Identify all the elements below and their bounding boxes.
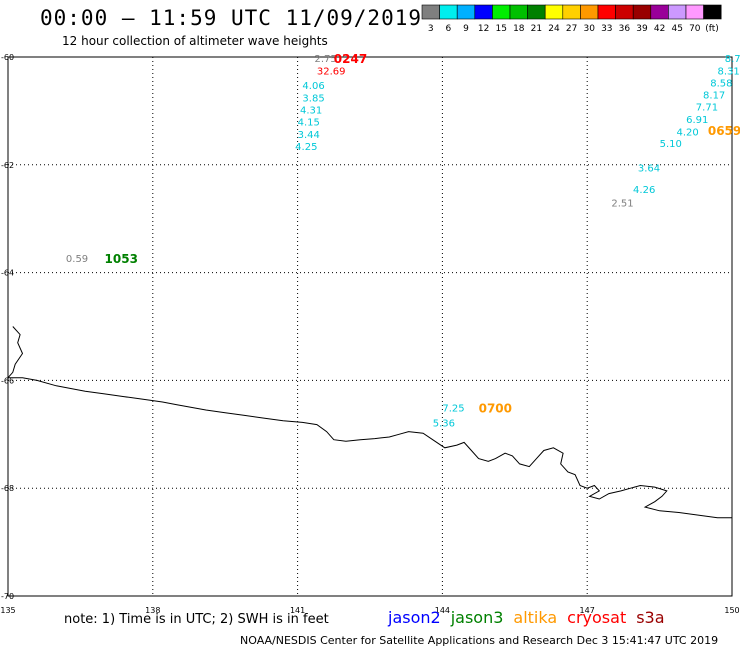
wave-height-value: 3.44 <box>298 130 320 141</box>
longitude-tick-label: 147 <box>580 606 595 615</box>
footer-credit: NOAA/NESDIS Center for Satellite Applica… <box>240 634 719 647</box>
satellite-label: jason3 <box>450 608 504 627</box>
footer-note: note: 1) Time is in UTC; 2) SWH is in fe… <box>64 612 329 627</box>
legend-tick-label: 24 <box>548 24 560 34</box>
satellite-label: jason2 <box>388 608 441 627</box>
legend-tick-label: 21 <box>531 24 542 34</box>
color-scale-legend: 3 6 9 12 15 18 21 24 27 30 33 36 39 42 45 70 (ft) <box>421 4 722 34</box>
map-canvas: 135 138 141 144 147 150 -60 -62 -64 -66 -68 -70 2.75… <box>0 52 740 615</box>
satellite-label: altika <box>513 608 558 627</box>
legend-tick-label: 30 <box>583 24 595 34</box>
wave-height-value: 4.25 <box>295 142 317 153</box>
legend-swatch <box>703 4 722 20</box>
pass-time-label: 1053 <box>105 252 138 266</box>
wave-height-value: 32.69 <box>317 66 346 77</box>
legend-tick-label: 33 <box>601 24 612 34</box>
map-frame <box>7 56 733 597</box>
latitude-tick-label: -70 <box>1 592 14 601</box>
legend-tick-label: 12 <box>478 24 489 34</box>
legend-tick-label: 6 <box>446 24 452 34</box>
legend-tick-label: 70 <box>689 24 701 34</box>
satellite-legend: jason2 jason3 altika cryosat s3a <box>388 608 675 627</box>
longitude-tick-label: 135 <box>0 606 15 615</box>
latitude-tick-label: -64 <box>1 269 14 278</box>
legend-tick-label: 18 <box>513 24 525 34</box>
map-subtitle: 12 hour collection of altimeter wave hei… <box>62 34 328 48</box>
wave-height-value: 3.85 <box>302 93 324 104</box>
wave-height-value: 4.06 <box>302 81 324 92</box>
latitude-tick-label: -66 <box>1 376 14 385</box>
wave-height-value: 2.75 <box>314 54 336 65</box>
wave-height-value: 7.25 <box>442 403 464 414</box>
wave-height-value: 5.10 <box>660 139 682 150</box>
legend-unit: (ft) <box>705 24 719 34</box>
wave-height-value: 2.51 <box>611 199 633 210</box>
legend-tick-label: 15 <box>495 24 506 34</box>
antarctic-coastline <box>6 326 732 519</box>
wave-height-value: 8.58 <box>710 78 732 89</box>
latitude-tick-label: -68 <box>1 484 14 493</box>
wave-height-value: 4.15 <box>298 118 320 129</box>
legend-tick-label: 42 <box>654 24 665 34</box>
wave-height-value: 7.71 <box>696 103 718 114</box>
longitude-tick-label: 141 <box>290 606 305 615</box>
legend-tick-label: 3 <box>428 24 434 34</box>
wave-height-value: 0.59 <box>66 254 88 265</box>
legend-tick-label: 36 <box>619 24 631 34</box>
map-title: 00:00 – 11:59 UTC 11/09/2019 <box>40 6 423 30</box>
satellite-label: s3a <box>636 608 665 627</box>
wave-height-value: 3.64 <box>638 163 660 174</box>
wave-height-value: 8.31 <box>718 66 740 77</box>
pass-time-label: 0659 <box>708 124 740 138</box>
wave-height-value: 4.31 <box>300 105 322 116</box>
wave-height-value: 5.36 <box>433 418 455 429</box>
longitude-tick-label: 144 <box>435 606 450 615</box>
latitude-tick-label: -60 <box>1 53 14 62</box>
pass-time-label: 0247 <box>334 52 367 66</box>
wave-height-value: 8.78 <box>725 54 740 65</box>
wave-height-value: 6.91 <box>686 115 708 126</box>
latitude-tick-label: -62 <box>1 161 14 170</box>
satellite-label: cryosat <box>567 608 627 627</box>
wave-height-value: 4.26 <box>633 185 655 196</box>
legend-tick-label: 39 <box>636 24 648 34</box>
legend-tick-label: 45 <box>671 24 682 34</box>
legend-tick-label: 27 <box>566 24 577 34</box>
pass-time-label: 0700 <box>479 401 512 415</box>
legend-tick-label: 9 <box>463 24 469 34</box>
longitude-tick-label: 150 <box>724 606 739 615</box>
wave-height-value: 4.20 <box>676 127 698 138</box>
longitude-tick-label: 138 <box>145 606 160 615</box>
wave-height-value: 8.17 <box>703 91 725 102</box>
